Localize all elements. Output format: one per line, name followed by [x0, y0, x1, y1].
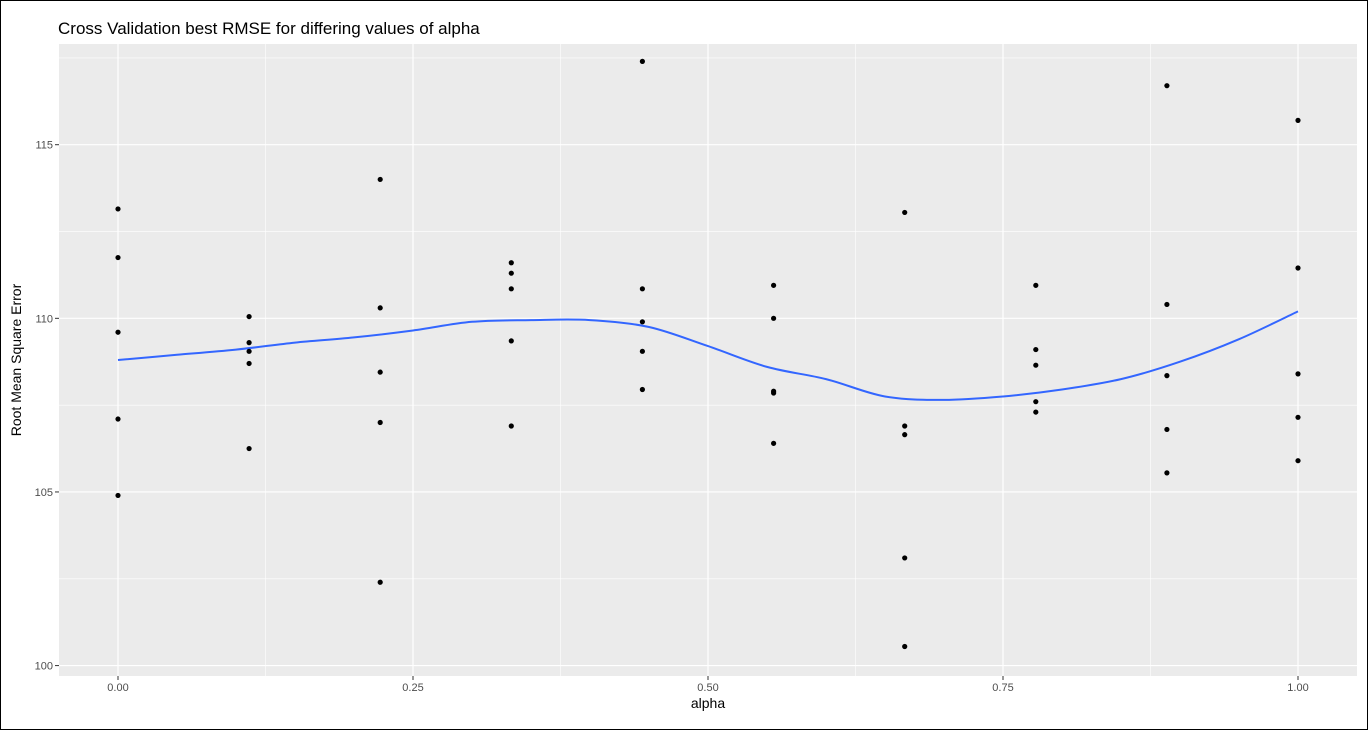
data-point — [246, 313, 252, 320]
data-point — [771, 282, 777, 288]
data-point — [1033, 346, 1039, 353]
data-point — [902, 432, 908, 438]
y-tick-label: 115 — [35, 140, 53, 152]
data-point — [508, 286, 514, 292]
data-point — [246, 348, 252, 354]
x-tick-label: 0.00 — [107, 682, 128, 694]
grid-major — [59, 44, 1357, 676]
data-point — [1164, 83, 1170, 89]
data-point — [1295, 265, 1301, 271]
data-point — [639, 319, 645, 325]
data-point — [508, 260, 514, 266]
data-point — [902, 423, 908, 429]
data-point — [1295, 117, 1301, 123]
data-point — [1164, 373, 1170, 379]
x-tick-label: 0.50 — [697, 682, 718, 694]
data-point — [1295, 371, 1301, 377]
data-point — [115, 206, 121, 212]
data-point — [246, 340, 252, 346]
data-point — [246, 445, 252, 452]
chart-title: Cross Validation best RMSE for differing… — [58, 19, 480, 38]
data-point — [115, 329, 121, 335]
y-tick-label: 100 — [35, 661, 53, 673]
smooth-line — [117, 310, 1299, 401]
data-point — [1164, 470, 1170, 476]
x-tick-label: 0.75 — [992, 682, 1013, 694]
data-point — [508, 338, 514, 344]
y-axis-title: Root Mean Square Error — [8, 283, 24, 436]
data-point — [771, 315, 777, 321]
data-point — [1033, 282, 1039, 288]
x-axis-title: alpha — [691, 695, 725, 711]
x-tick-label: 0.25 — [402, 682, 423, 694]
y-tick-label: 105 — [35, 487, 53, 499]
axis-tick-labels: 0.00 0.25 0.50 0.75 1.00 100 105 110 115 — [35, 140, 1309, 694]
data-point — [1295, 414, 1301, 420]
data-point — [1164, 426, 1170, 433]
y-tick-label: 110 — [35, 313, 53, 325]
data-point — [639, 58, 645, 64]
data-point — [902, 209, 908, 216]
data-point — [902, 643, 908, 650]
data-point — [508, 270, 514, 276]
data-point — [377, 579, 383, 585]
data-point — [115, 492, 121, 499]
data-point — [377, 176, 383, 183]
data-point — [771, 440, 777, 446]
data-point — [1033, 362, 1039, 368]
data-point — [1033, 409, 1039, 415]
data-point — [246, 360, 252, 367]
data-point — [1033, 399, 1039, 405]
data-point — [1295, 458, 1301, 464]
data-points — [115, 58, 1301, 650]
data-point — [902, 555, 908, 561]
data-point — [377, 419, 383, 426]
data-point — [639, 286, 645, 292]
axis-ticks — [55, 144, 1299, 680]
data-point — [377, 305, 383, 311]
data-point — [508, 423, 514, 429]
data-point — [1164, 301, 1170, 308]
data-point — [639, 386, 645, 393]
data-point — [115, 254, 121, 261]
x-tick-label: 1.00 — [1287, 682, 1308, 694]
data-point — [377, 369, 383, 375]
data-point — [639, 348, 645, 354]
data-point — [115, 416, 121, 422]
data-point — [771, 390, 777, 396]
